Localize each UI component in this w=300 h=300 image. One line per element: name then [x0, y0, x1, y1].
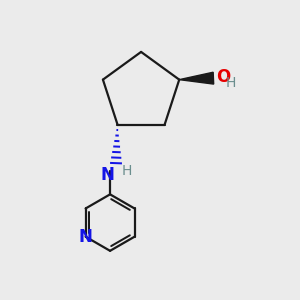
Text: H: H [122, 164, 132, 178]
Text: N: N [100, 166, 114, 184]
Text: H: H [226, 76, 236, 90]
Text: O: O [216, 68, 231, 86]
Text: N: N [79, 228, 93, 246]
Polygon shape [179, 72, 214, 84]
